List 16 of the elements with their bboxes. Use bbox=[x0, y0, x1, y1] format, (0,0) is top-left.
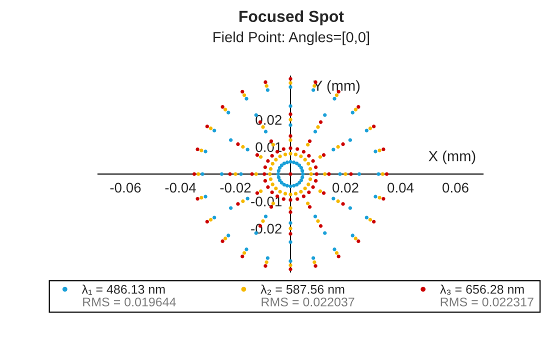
legend-label: λ₂ = 587.56 nm bbox=[260, 284, 344, 295]
legend-label: λ₁ = 486.13 nm bbox=[82, 284, 165, 295]
x-axis-title: X (mm) bbox=[428, 150, 476, 164]
x-tick-label: 0.02 bbox=[332, 182, 358, 193]
x-tick-label: 0.04 bbox=[388, 182, 414, 193]
text: RMS = 0.019644 bbox=[83, 298, 176, 306]
x-tick-label: -0.02 bbox=[220, 182, 251, 193]
y-tick-label: 0.02 bbox=[256, 115, 282, 125]
chart-title: Focused Spot bbox=[239, 10, 344, 26]
x-tick-label: -0.06 bbox=[110, 182, 141, 193]
x-tick-label: 0.06 bbox=[442, 182, 468, 193]
text: RMS = 0.022317 bbox=[440, 298, 534, 306]
x-tick-label: -0.04 bbox=[165, 182, 196, 193]
chart-subtitle: Field Point: Angles=[0,0] bbox=[214, 32, 370, 46]
legend-label: λ₃ = 656.28 nm bbox=[440, 284, 524, 295]
text: RMS = 0.022037 bbox=[262, 298, 354, 306]
